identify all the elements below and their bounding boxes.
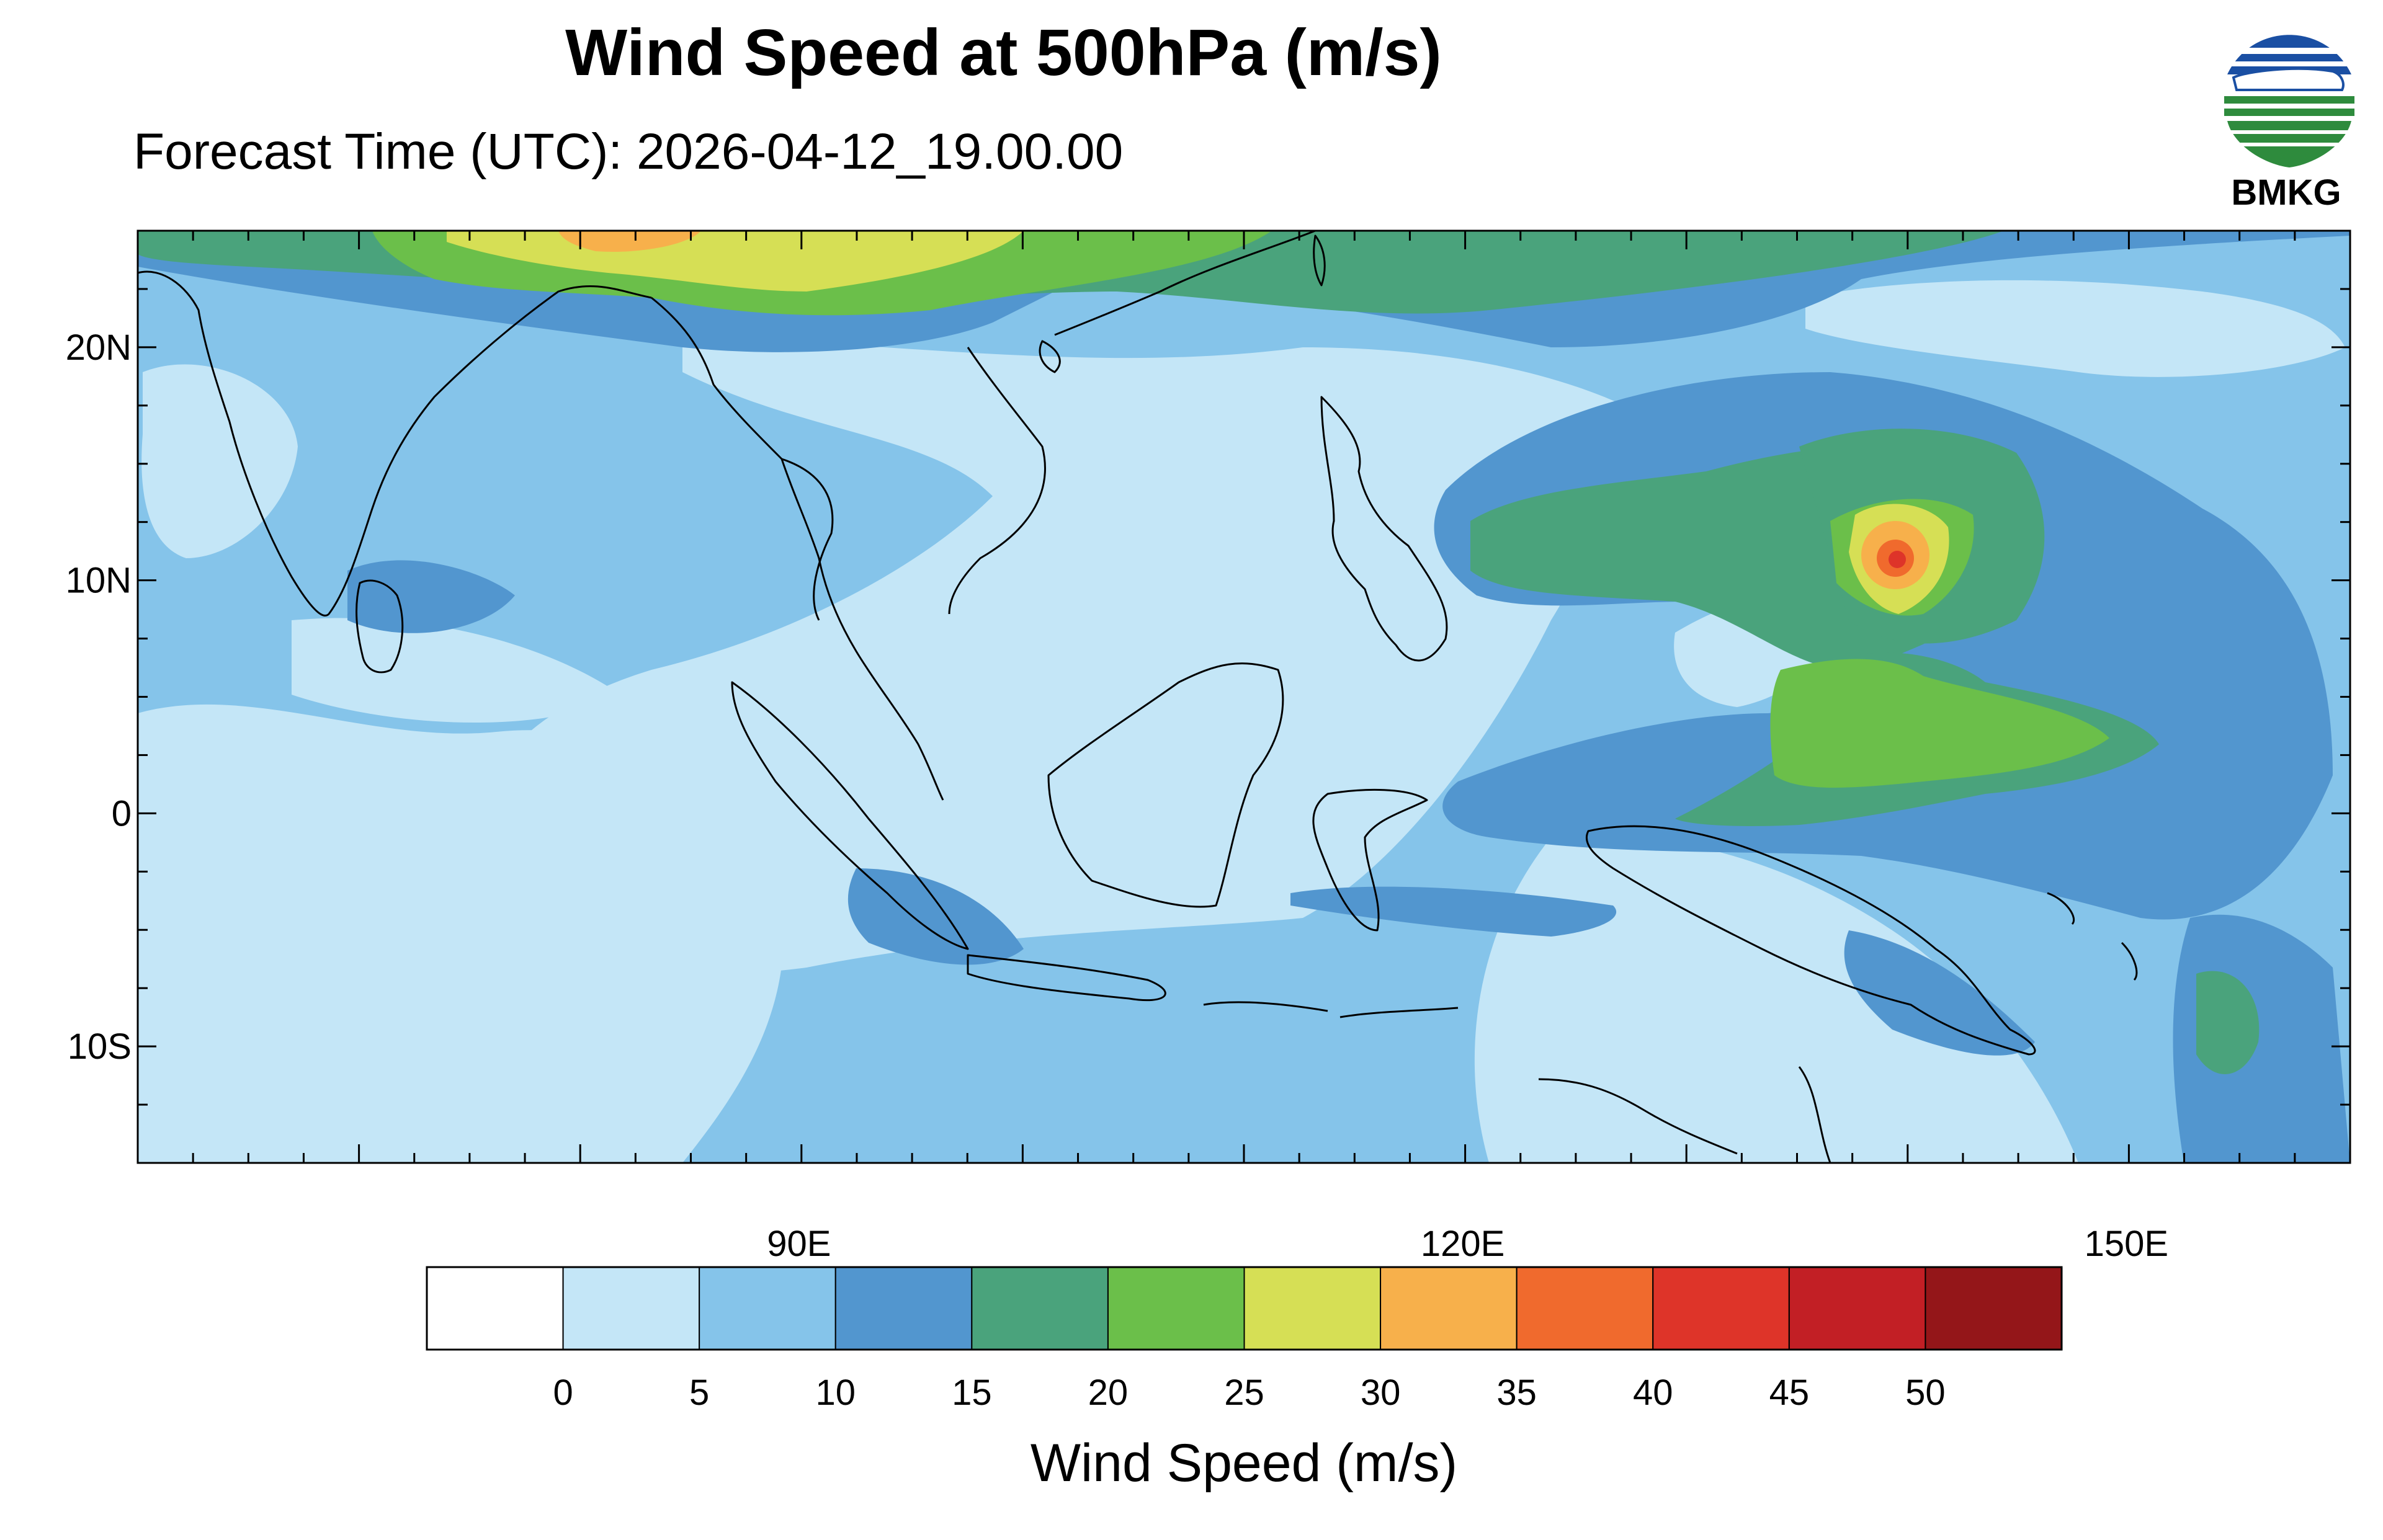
map-title: Wind Speed at 500hPa (m/s) [565,16,1442,89]
colorbar-tick-label: 25 [1224,1373,1264,1413]
lat-label: 0 [112,793,132,834]
colorbar-swatch [1380,1266,1518,1350]
lon-label: 90E [767,1224,831,1264]
colorbar-tick-label: 0 [553,1373,573,1413]
forecast-time: Forecast Time (UTC): 2026-04-12_19.00.00 [133,123,1124,180]
colorbar-tick-label: 40 [1633,1373,1673,1413]
lat-label: 20N [66,327,132,368]
lat-label: 10N [66,561,132,601]
colorbar-label: Wind Speed (m/s) [1030,1433,1458,1493]
colorbar-tick-label: 15 [952,1373,992,1413]
colorbar-tick-label: 35 [1496,1373,1537,1413]
latitude-ticks [138,229,2350,1164]
colorbar-swatch [971,1266,1109,1350]
latitude-labels: 20N 10N 0 10S [66,327,132,1067]
colorbar [426,1266,2063,1351]
colorbar-swatch [426,1266,564,1350]
colorbar-swatch [1516,1266,1654,1350]
colorbar-tick-label: 5 [689,1373,709,1413]
lat-label: 10S [68,1026,132,1067]
lon-label: 150E [2085,1224,2168,1264]
colorbar-swatch [1925,1266,2063,1350]
colorbar-swatch [562,1266,700,1350]
colorbar-tick-label: 30 [1361,1373,1401,1413]
colorbar-tick-label: 10 [815,1373,856,1413]
lon-label: 120E [1421,1224,1504,1264]
colorbar-swatch [1243,1266,1382,1350]
colorbar-swatch [834,1266,973,1350]
colorbar-tick-label: 45 [1769,1373,1810,1413]
coastlines [137,229,2138,1164]
colorbar-swatch [1107,1266,1245,1350]
longitude-ticks [136,231,2351,1163]
colorbar-frame [426,1266,2063,1351]
colorbar-tick-label: 20 [1088,1373,1129,1413]
colorbar-tick-label: 50 [1905,1373,1946,1413]
longitude-labels: 90E 120E 150E [767,1224,2168,1264]
bmkg-logo: BMKG [2224,35,2354,213]
colorbar-swatch [699,1266,836,1350]
logo-text: BMKG [2231,172,2341,213]
colorbar-tick-labels: 0 5 10 15 20 25 30 35 40 45 50 [553,1373,1945,1413]
colorbar-swatch [1788,1266,1926,1350]
colorbar-swatch [1652,1266,1790,1350]
wind-field [138,231,2350,1163]
